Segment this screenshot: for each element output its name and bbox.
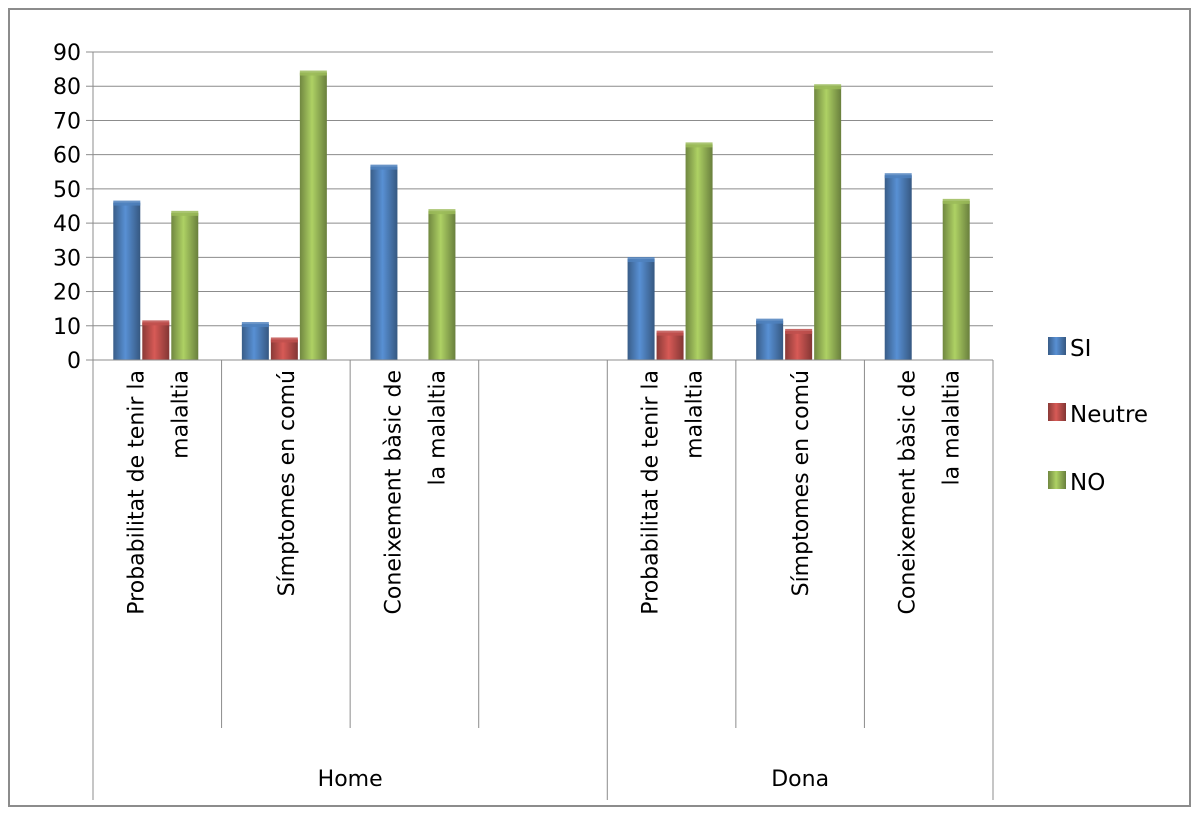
- bar-no: [814, 86, 842, 360]
- category-label: Coneixement bàsic de: [896, 370, 921, 614]
- category-label: la malaltia: [425, 370, 450, 485]
- y-tick-label: 0: [67, 349, 81, 374]
- bar-top-si: [241, 322, 269, 328]
- bar-top-si: [370, 164, 398, 170]
- y-tick-label: 40: [53, 212, 81, 237]
- bar-neutre: [656, 332, 684, 360]
- bar-no: [428, 211, 456, 360]
- bar-top-neutre: [656, 330, 684, 336]
- y-tick-label: 90: [53, 41, 81, 66]
- bar-si: [370, 166, 398, 360]
- y-tick-label: 60: [53, 144, 81, 169]
- bar-top-no: [685, 142, 713, 148]
- y-tick-label: 70: [53, 109, 81, 134]
- legend-swatch-si: [1048, 337, 1066, 355]
- bar-top-no: [814, 84, 842, 90]
- bar-top-no: [428, 209, 456, 215]
- bar-neutre: [270, 339, 298, 360]
- bar-top-no: [942, 198, 970, 204]
- bar-si: [627, 259, 655, 360]
- bar-no: [171, 212, 199, 360]
- chart-frame: [8, 8, 1191, 807]
- category-label: Probabilitat de tenir la: [639, 370, 664, 615]
- bar-top-no: [299, 70, 327, 76]
- legend-swatch-no: [1048, 471, 1066, 489]
- bar-no: [942, 200, 970, 360]
- category-label: malaltia: [683, 370, 708, 459]
- bar-si: [756, 320, 784, 360]
- bar-si: [241, 324, 269, 360]
- category-label: malaltia: [168, 370, 193, 459]
- legend-label: Neutre: [1070, 402, 1148, 428]
- bar-top-si: [627, 257, 655, 263]
- group-label: Home: [318, 767, 383, 792]
- bar-si: [113, 202, 141, 360]
- bar-no: [299, 72, 327, 361]
- legend-label: SI: [1070, 336, 1091, 362]
- y-tick-label: 10: [53, 315, 81, 340]
- bar-top-si: [113, 200, 141, 206]
- y-tick-label: 20: [53, 281, 81, 306]
- group-label: Dona: [771, 767, 829, 792]
- category-label: Símptomes en comú: [789, 370, 814, 596]
- bar-top-si: [884, 173, 912, 179]
- bar-no: [685, 144, 713, 360]
- bar-si: [884, 175, 912, 360]
- category-label: Coneixement bàsic de: [381, 370, 406, 614]
- bar-top-si: [756, 318, 784, 324]
- bar-top-no: [171, 210, 199, 216]
- bar-neutre: [785, 330, 813, 360]
- category-label: la malaltia: [940, 370, 965, 485]
- y-tick-label: 80: [53, 75, 81, 100]
- category-label: Símptomes en comú: [275, 370, 300, 596]
- legend-swatch-neutre: [1048, 403, 1066, 421]
- bar-neutre: [142, 322, 170, 360]
- bar-top-neutre: [142, 320, 170, 326]
- bar-top-neutre: [270, 337, 298, 343]
- bar-top-neutre: [785, 328, 813, 334]
- category-label: Probabilitat de tenir la: [124, 370, 149, 615]
- y-tick-label: 50: [53, 178, 81, 203]
- y-tick-label: 30: [53, 246, 81, 271]
- legend-label: NO: [1070, 470, 1105, 496]
